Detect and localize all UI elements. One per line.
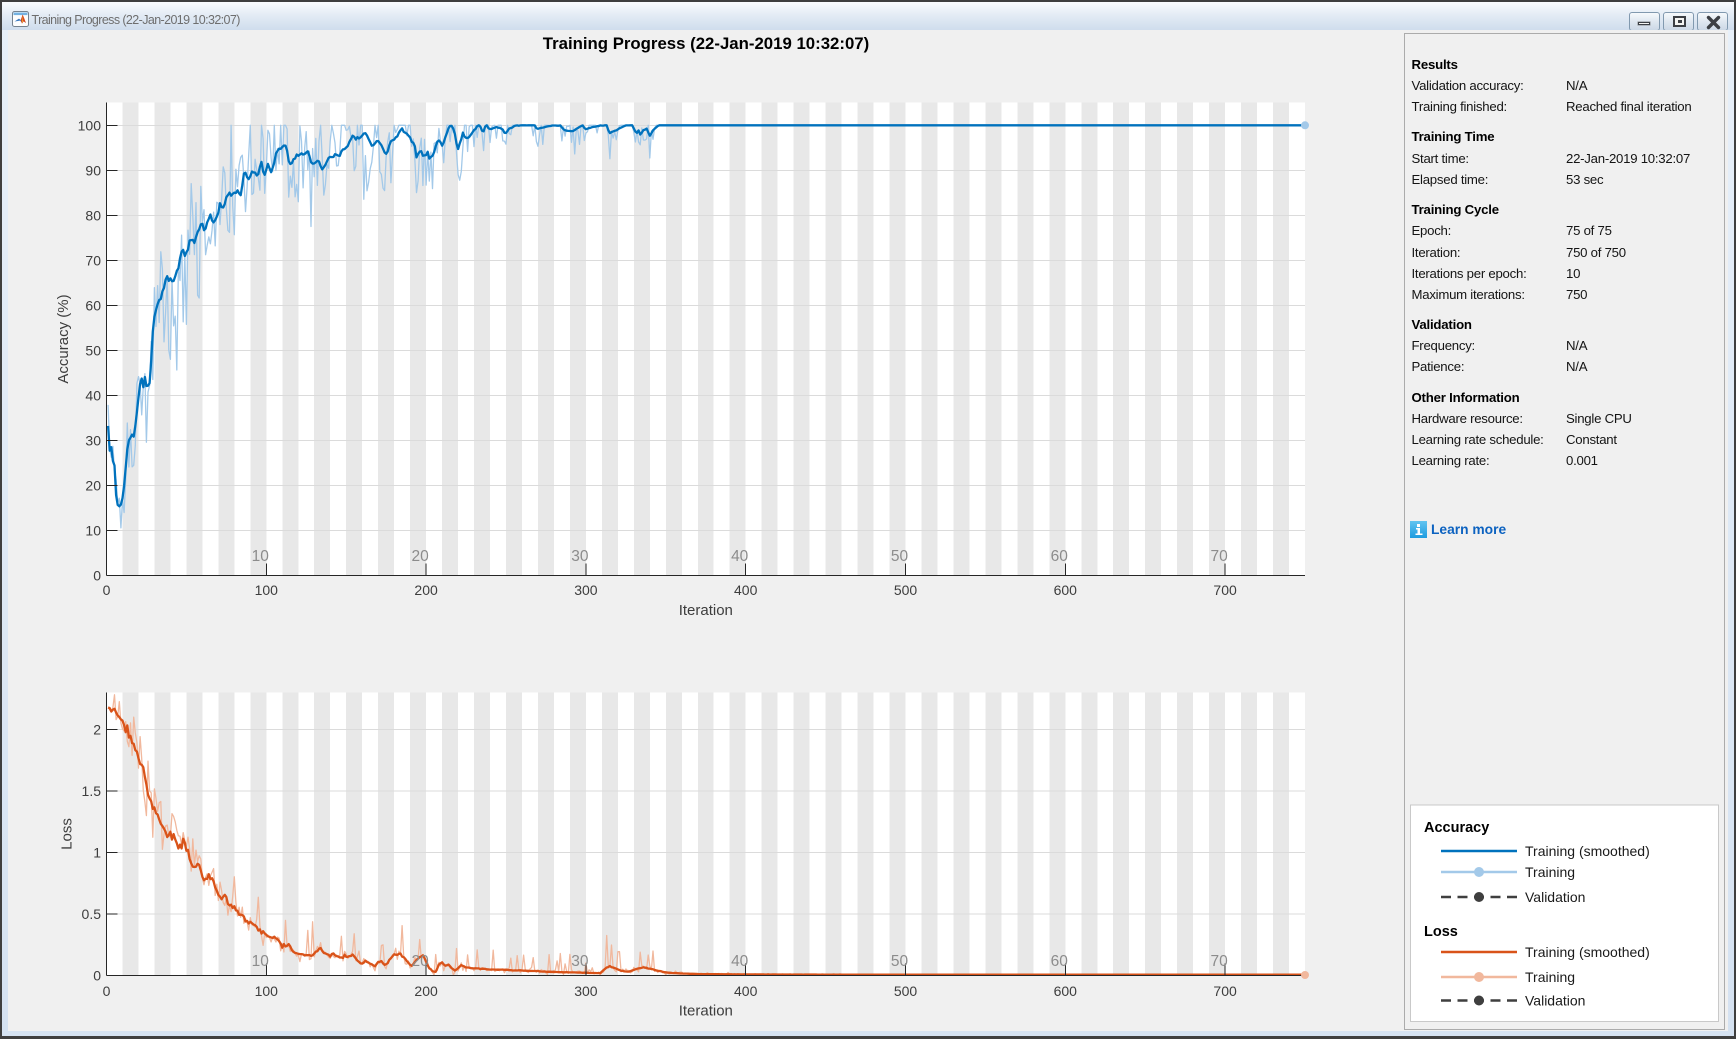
svg-text:10: 10 <box>252 953 270 970</box>
svg-text:400: 400 <box>734 983 758 999</box>
svg-text:40: 40 <box>731 548 749 565</box>
svg-text:60: 60 <box>85 297 101 313</box>
svg-text:60: 60 <box>1051 548 1069 565</box>
svg-text:Training (smoothed): Training (smoothed) <box>1525 944 1650 960</box>
svg-text:70: 70 <box>1210 953 1228 970</box>
svg-text:300: 300 <box>574 983 598 999</box>
svg-text:700: 700 <box>1213 582 1237 598</box>
svg-text:80: 80 <box>85 207 101 223</box>
svg-text:0: 0 <box>103 582 111 598</box>
svg-text:50: 50 <box>891 548 909 565</box>
svg-text:1: 1 <box>93 844 101 860</box>
svg-text:10: 10 <box>85 523 101 539</box>
svg-text:50: 50 <box>891 953 909 970</box>
svg-text:100: 100 <box>255 983 279 999</box>
svg-text:Validation: Validation <box>1525 889 1585 905</box>
svg-text:1.5: 1.5 <box>82 783 102 799</box>
svg-text:20: 20 <box>411 953 429 970</box>
svg-text:30: 30 <box>85 432 101 448</box>
svg-text:50: 50 <box>85 342 101 358</box>
svg-text:Loss: Loss <box>59 818 76 850</box>
svg-text:10: 10 <box>252 548 270 565</box>
svg-text:0: 0 <box>93 568 101 584</box>
svg-text:300: 300 <box>574 582 598 598</box>
svg-text:500: 500 <box>894 983 918 999</box>
svg-text:600: 600 <box>1054 582 1078 598</box>
svg-text:20: 20 <box>411 548 429 565</box>
svg-text:400: 400 <box>734 582 758 598</box>
svg-text:70: 70 <box>85 252 101 268</box>
svg-text:20: 20 <box>85 478 101 494</box>
svg-text:Iteration: Iteration <box>679 1003 733 1020</box>
svg-text:Accuracy: Accuracy <box>1424 820 1489 836</box>
svg-text:200: 200 <box>414 582 438 598</box>
svg-text:100: 100 <box>78 117 102 133</box>
svg-text:Accuracy (%): Accuracy (%) <box>55 294 72 383</box>
svg-text:Iteration: Iteration <box>679 602 733 619</box>
svg-text:30: 30 <box>571 548 589 565</box>
svg-text:2: 2 <box>93 721 101 737</box>
svg-text:40: 40 <box>731 953 749 970</box>
svg-text:Validation: Validation <box>1525 993 1585 1009</box>
svg-text:Loss: Loss <box>1424 924 1458 940</box>
svg-text:Training (smoothed): Training (smoothed) <box>1525 843 1650 859</box>
svg-text:Training: Training <box>1525 969 1575 985</box>
svg-text:60: 60 <box>1051 953 1069 970</box>
svg-text:30: 30 <box>571 953 589 970</box>
svg-text:40: 40 <box>85 387 101 403</box>
svg-text:0: 0 <box>103 983 111 999</box>
svg-text:200: 200 <box>414 983 438 999</box>
svg-text:0.5: 0.5 <box>82 906 102 922</box>
svg-text:70: 70 <box>1210 548 1228 565</box>
svg-text:90: 90 <box>85 162 101 178</box>
svg-text:Training: Training <box>1525 864 1575 880</box>
svg-text:700: 700 <box>1213 983 1237 999</box>
svg-text:100: 100 <box>255 582 279 598</box>
svg-text:600: 600 <box>1054 983 1078 999</box>
svg-text:0: 0 <box>93 968 101 984</box>
svg-text:500: 500 <box>894 582 918 598</box>
